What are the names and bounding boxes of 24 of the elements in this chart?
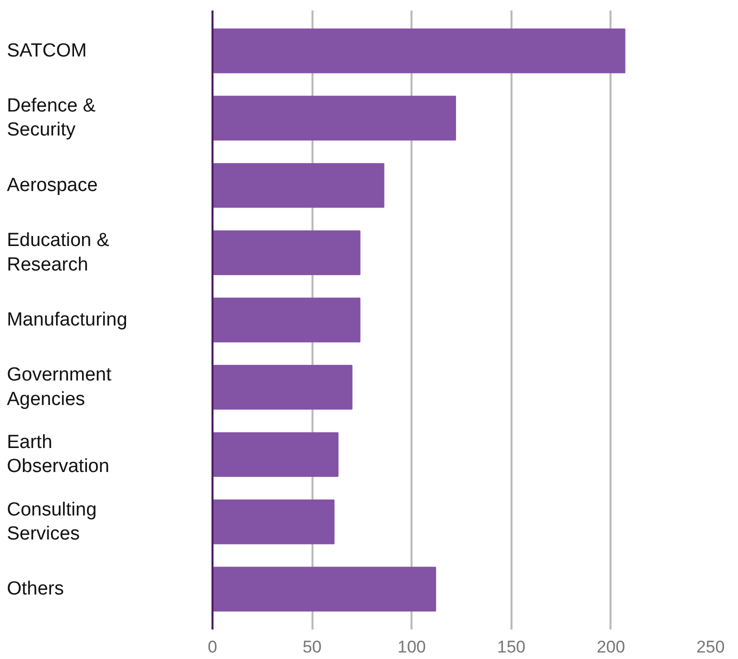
- x-tick-label: 250: [696, 638, 725, 656]
- y-tick-label: Others: [6, 578, 64, 600]
- bar: [212, 364, 352, 410]
- x-tick-label: 100: [398, 638, 426, 656]
- y-tick-label: Aerospace: [6, 174, 98, 196]
- y-tick-label: Manufacturing: [6, 310, 128, 330]
- bar: [212, 230, 360, 276]
- y-tick-label: Consulting Services: [6, 499, 97, 544]
- x-tick-label: 0: [208, 638, 218, 656]
- y-tick-label: SATCOM: [6, 40, 87, 62]
- x-tick-label: 50: [302, 638, 322, 656]
- bar: [212, 566, 436, 612]
- y-tick-label: Government Agencies: [6, 364, 112, 410]
- bar: [212, 499, 335, 544]
- bar: [212, 28, 626, 74]
- y-tick-label: Education & Research: [6, 230, 110, 276]
- bar: [212, 96, 456, 141]
- x-tick-label: 200: [596, 638, 626, 656]
- bar: [212, 298, 360, 342]
- x-tick-label: 150: [497, 638, 526, 656]
- y-tick-label: Earth Observation: [6, 432, 110, 478]
- y-tick-label: Defence & Security: [6, 96, 96, 141]
- bar: [212, 163, 384, 208]
- bar: [212, 432, 338, 477]
